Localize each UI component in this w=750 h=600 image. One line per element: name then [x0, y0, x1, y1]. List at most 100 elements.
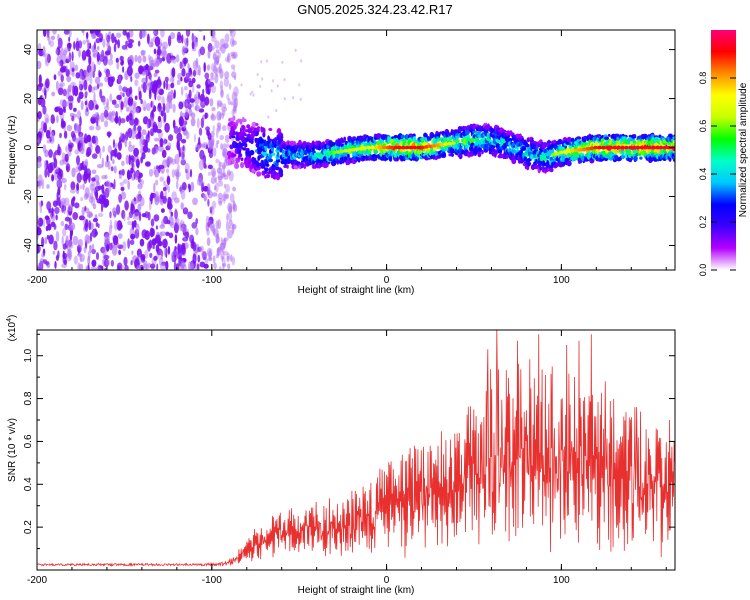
heatmap-blob	[88, 54, 92, 66]
heatmap-blob	[83, 246, 87, 254]
heatmap-blob	[136, 248, 142, 258]
heatmap-blob	[203, 195, 207, 202]
heatmap-blob	[181, 68, 186, 77]
heatmap-ridge-point	[325, 162, 329, 168]
heatmap-blob	[222, 250, 229, 256]
heatmap-blob	[77, 262, 81, 270]
spectrogram-y-ticks: 40 20 0 -20 -40	[23, 44, 675, 253]
heatmap-blob	[118, 193, 122, 203]
heatmap-blob	[133, 147, 140, 157]
heatmap-ridge-point	[541, 142, 547, 149]
heatmap-blob	[201, 251, 207, 258]
heatmap-blob	[207, 199, 210, 207]
heatmap-blob	[176, 35, 183, 44]
heatmap-blob	[65, 58, 70, 64]
heatmap-blob	[180, 76, 183, 82]
heatmap-blob	[185, 171, 191, 180]
heatmap-blob	[192, 83, 195, 93]
heatmap-blob	[141, 213, 147, 218]
heatmap-blob	[71, 51, 74, 62]
heatmap-blob	[86, 107, 89, 112]
heatmap-blob	[161, 261, 167, 266]
heatmap-blob	[198, 159, 205, 171]
heatmap-blob	[165, 145, 171, 151]
heatmap-ridge-point	[566, 136, 572, 143]
heatmap-ridge-core	[566, 149, 572, 154]
heatmap-blob	[149, 195, 153, 202]
heatmap-blob	[102, 97, 106, 106]
heatmap-blob	[172, 119, 176, 129]
heatmap-ridge-core	[574, 148, 579, 153]
heatmap-blob	[37, 84, 43, 92]
heatmap-blob	[208, 171, 211, 176]
heatmap-blob	[58, 107, 64, 116]
heatmap-blob	[84, 206, 87, 211]
heatmap-blob	[127, 180, 131, 190]
spectrogram-y-label: Frequency (Hz)	[7, 116, 18, 185]
heatmap-blob	[91, 61, 95, 72]
heatmap-speck	[252, 93, 255, 97]
heatmap-blob	[116, 220, 123, 231]
heatmap-blob	[84, 100, 88, 106]
heatmap-blob	[104, 105, 110, 111]
heatmap-blob	[212, 192, 218, 197]
heatmap-blob	[138, 211, 142, 222]
heatmap-blob	[157, 102, 162, 109]
heatmap-blob	[154, 169, 160, 178]
heatmap-blob	[160, 190, 164, 200]
heatmap-ridge-point	[604, 136, 609, 140]
heatmap-blob	[126, 65, 133, 77]
heatmap-blob	[233, 105, 237, 112]
heatmap-blob	[89, 232, 93, 242]
heatmap-blob	[44, 168, 48, 178]
heatmap-blob	[91, 169, 97, 175]
heatmap-blob	[118, 170, 123, 175]
heatmap-blob	[134, 107, 140, 114]
heatmap-ridge-core	[635, 145, 641, 150]
heatmap-blob	[62, 227, 67, 237]
heatmap-blob	[214, 40, 220, 49]
heatmap-blob	[164, 159, 170, 164]
heatmap-ridge-point	[441, 152, 447, 158]
heatmap-ridge-point	[596, 137, 600, 142]
heatmap-speck	[240, 83, 243, 87]
heatmap-ridge-point	[614, 133, 620, 138]
x-tick-label: 100	[553, 275, 570, 286]
heatmap-ridge-point	[336, 158, 340, 165]
heatmap-ridge-point	[280, 147, 283, 151]
heatmap-blob	[213, 60, 219, 66]
heatmap-ridge-point	[375, 155, 378, 159]
heatmap-blob	[126, 32, 130, 38]
heatmap-ridge-core	[585, 146, 591, 151]
heatmap-blob	[150, 218, 155, 227]
heatmap-ridge-core	[597, 145, 602, 150]
heatmap-blob	[109, 93, 113, 102]
heatmap-blob	[152, 245, 155, 250]
heatmap-blob	[103, 254, 110, 260]
heatmap-ridge-point	[434, 154, 438, 161]
heatmap-blob	[95, 266, 102, 270]
heatmap-blob	[224, 33, 230, 43]
heatmap-blob	[118, 84, 123, 92]
heatmap-blob	[121, 45, 128, 50]
heatmap-blob	[185, 72, 188, 80]
heatmap-blob	[158, 88, 164, 96]
heatmap-blob	[209, 207, 213, 214]
heatmap-blob	[41, 178, 45, 190]
heatmap-ridge-core	[401, 145, 406, 150]
heatmap-blob	[104, 187, 110, 198]
heatmap-blob	[37, 227, 42, 236]
heatmap-speck	[300, 59, 303, 63]
heatmap-blob	[106, 244, 110, 252]
heatmap-blob	[38, 74, 42, 85]
heatmap-blob	[94, 76, 101, 85]
heatmap-blob	[56, 115, 59, 123]
heatmap-blob	[185, 30, 191, 37]
heatmap-blob	[158, 164, 165, 170]
heatmap-blob	[196, 84, 201, 89]
heatmap-blob	[44, 215, 50, 221]
heatmap-blob	[228, 225, 231, 230]
heatmap-blob	[88, 125, 95, 131]
heatmap-blob	[107, 77, 111, 81]
